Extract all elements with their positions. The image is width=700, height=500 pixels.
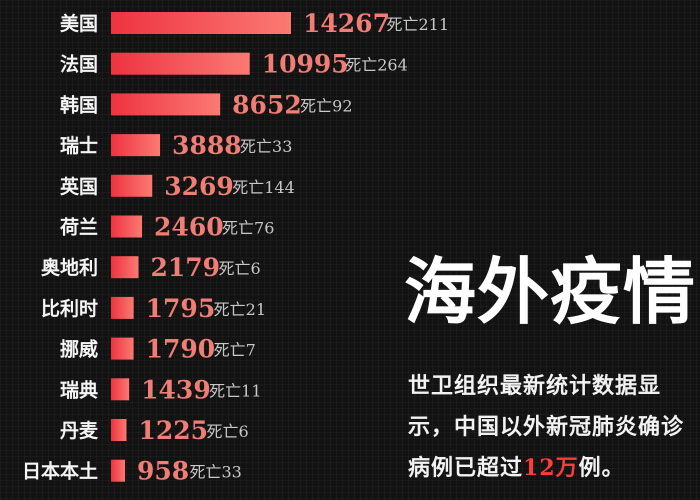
death-label: 死亡76	[222, 219, 274, 238]
value-label: 14267	[303, 9, 390, 38]
death-label: 死亡33	[240, 137, 292, 156]
death-label: 死亡33	[190, 463, 242, 482]
bar	[111, 296, 134, 319]
bar	[111, 378, 130, 401]
death-label: 死亡211	[387, 15, 450, 34]
bar	[111, 215, 143, 238]
value-label: 958	[137, 457, 189, 486]
panel-title: 海外疫情	[404, 249, 697, 334]
value-label: 8652	[232, 90, 302, 119]
death-label: 死亡92	[300, 96, 352, 115]
bar	[111, 174, 153, 197]
value-label: 1439	[141, 375, 211, 404]
category-label: 法国	[60, 53, 98, 76]
death-label: 死亡11	[209, 381, 261, 400]
value-label: 3269	[164, 172, 234, 201]
death-label: 死亡6	[206, 422, 248, 441]
death-label: 死亡21	[214, 300, 266, 319]
bar	[111, 337, 134, 360]
category-label: 韩国	[60, 93, 98, 116]
category-label: 挪威	[60, 338, 98, 361]
value-label: 3888	[172, 131, 242, 160]
category-label: 日本本土	[22, 460, 98, 483]
category-label: 瑞士	[60, 134, 98, 157]
category-label: 奥地利	[41, 256, 98, 279]
value-label: 1790	[146, 335, 216, 364]
panel-description: 世卫组织最新统计数据显示，中国以外新冠肺炎确诊病例已超过12万例。	[408, 366, 693, 489]
category-label: 美国	[60, 12, 98, 35]
bar	[111, 419, 127, 441]
desc-text: 世卫组织最新统计数据显示，中国以外新冠肺炎确诊病例已超过	[408, 373, 685, 481]
category-label: 比利时	[41, 298, 98, 320]
bar	[111, 459, 125, 482]
desc-highlight: 12万	[523, 455, 579, 481]
value-label: 2460	[154, 213, 224, 242]
bar	[111, 52, 250, 75]
category-label: 荷兰	[60, 216, 98, 239]
death-label: 死亡144	[232, 178, 295, 197]
value-label: 2179	[150, 253, 220, 282]
death-label: 死亡7	[214, 341, 256, 360]
bar	[111, 134, 161, 157]
value-label: 1225	[138, 416, 208, 445]
value-label: 10995	[262, 50, 349, 79]
bar	[111, 93, 221, 116]
desc-tail: 例。	[578, 455, 625, 481]
value-label: 1795	[146, 294, 216, 323]
bar	[111, 256, 139, 279]
category-label: 瑞典	[60, 378, 98, 401]
death-label: 死亡6	[218, 259, 260, 278]
category-label: 丹麦	[60, 419, 99, 442]
death-label: 死亡264	[345, 56, 408, 75]
bar	[111, 12, 291, 34]
category-label: 英国	[60, 175, 98, 198]
